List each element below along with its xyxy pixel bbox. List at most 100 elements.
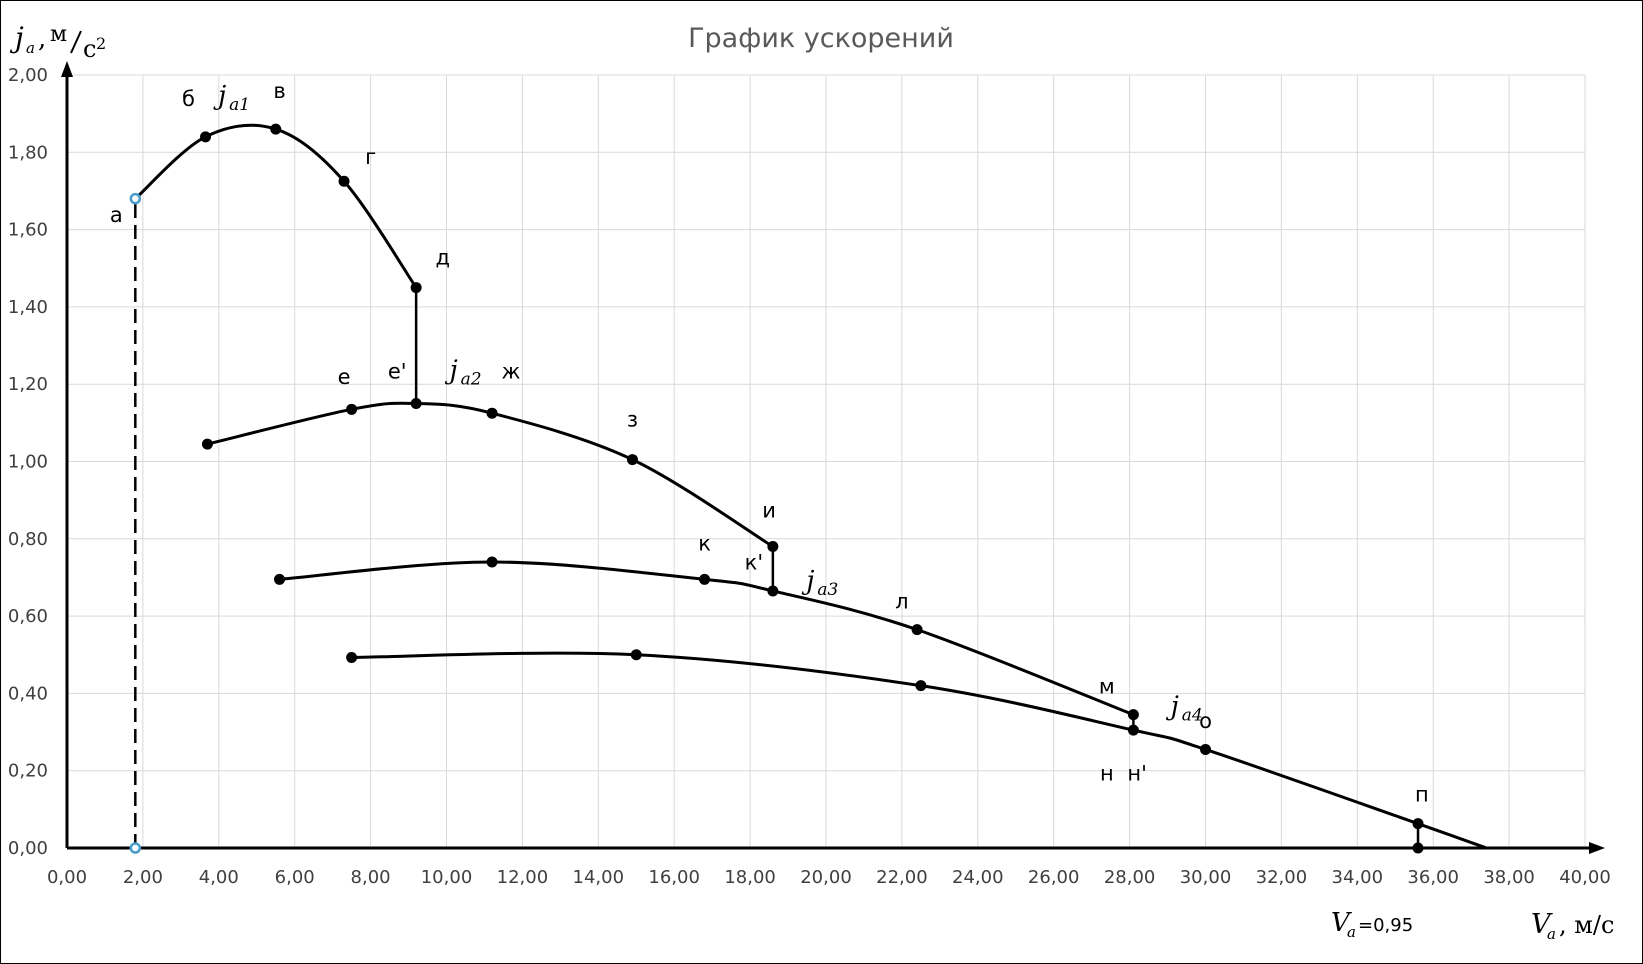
series-label-ja1: j a1 bbox=[213, 81, 250, 115]
x-axis-title: V a , м/с bbox=[1531, 909, 1614, 943]
data-point bbox=[270, 123, 282, 135]
point-label: е' bbox=[388, 359, 407, 383]
x-tick-label: 4,00 bbox=[199, 867, 239, 888]
x-tick-label: 22,00 bbox=[876, 867, 928, 888]
x-tick-label: 20,00 bbox=[800, 867, 852, 888]
data-point bbox=[1412, 842, 1424, 854]
y-tick-label: 1,40 bbox=[8, 297, 48, 318]
x-tick-label: 26,00 bbox=[1028, 867, 1080, 888]
x-axis-title-sub: a bbox=[1547, 925, 1556, 943]
point-label: о bbox=[1199, 709, 1212, 733]
point-label: ж bbox=[502, 359, 521, 383]
data-point bbox=[346, 403, 358, 415]
data-point bbox=[274, 573, 286, 585]
y-axis-title-sub: a bbox=[26, 39, 35, 57]
point-label: г bbox=[365, 145, 376, 169]
series-lines bbox=[134, 123, 1487, 850]
point-label: к bbox=[698, 531, 711, 555]
y-tick-label: 1,20 bbox=[8, 374, 48, 395]
data-point bbox=[486, 556, 498, 568]
data-point bbox=[410, 398, 422, 410]
series-label-sub: a3 bbox=[817, 580, 838, 600]
series-line-ja2 bbox=[207, 401, 774, 548]
data-point bbox=[201, 438, 213, 450]
series-line-ja3 bbox=[279, 560, 1134, 717]
series-label-main: j bbox=[213, 81, 226, 111]
y-axis-unit-slash bbox=[70, 30, 82, 54]
x-tick-label: 32,00 bbox=[1256, 867, 1308, 888]
x-tick-label: 6,00 bbox=[275, 867, 315, 888]
grid bbox=[67, 74, 1586, 848]
data-point bbox=[630, 649, 642, 661]
series-label-sub: a4 bbox=[1182, 706, 1203, 726]
x-tick-label: 14,00 bbox=[573, 867, 625, 888]
point-label: н bbox=[1100, 761, 1114, 785]
series-label-main: j bbox=[1166, 692, 1179, 722]
data-point bbox=[1200, 743, 1211, 755]
series-label-main: j bbox=[801, 566, 814, 596]
x-tick-label: 30,00 bbox=[1180, 867, 1232, 888]
point-label: н' bbox=[1127, 761, 1147, 785]
y-tick-label: 0,20 bbox=[8, 761, 48, 782]
point-label: в bbox=[273, 79, 285, 103]
data-point bbox=[346, 651, 358, 663]
y-axis-unit-num: м bbox=[50, 22, 67, 47]
data-point bbox=[1127, 709, 1139, 721]
data-point bbox=[767, 541, 779, 553]
x-axis-arrow bbox=[1589, 842, 1605, 854]
x-tick-label: 2,00 bbox=[123, 867, 163, 888]
axes: 0,00 2,00 4,00 6,00 8,00 10,00 12,00 14,00 16,00… bbox=[8, 61, 1611, 888]
data-point bbox=[1412, 818, 1424, 830]
svg-text:,: , bbox=[38, 24, 46, 54]
point-label: п bbox=[1415, 783, 1429, 807]
annotation-va: V a =0,95 bbox=[1331, 908, 1413, 941]
y-axis-arrow bbox=[61, 61, 73, 77]
point-label: к' bbox=[745, 551, 763, 575]
point-label: а bbox=[110, 203, 123, 227]
x-tick-label: 24,00 bbox=[952, 867, 1004, 888]
data-point bbox=[410, 282, 422, 294]
data-point bbox=[699, 573, 711, 585]
point-label: д bbox=[435, 245, 450, 269]
y-tick-label: 0,80 bbox=[8, 529, 48, 550]
annotation-main: V bbox=[1331, 908, 1352, 938]
series-label-ja4: j a4 bbox=[1166, 692, 1203, 726]
x-tick-label: 36,00 bbox=[1407, 867, 1459, 888]
y-axis-title: j a , м с 2 bbox=[9, 21, 106, 63]
series-label-ja2: j a2 bbox=[445, 355, 482, 389]
y-tick-label: 0,00 bbox=[8, 838, 48, 859]
point-label: л bbox=[895, 589, 908, 613]
data-point bbox=[911, 624, 923, 636]
x-tick-label: 28,00 bbox=[1104, 867, 1156, 888]
x-tick-label: 18,00 bbox=[724, 867, 776, 888]
x-tick-label: 34,00 bbox=[1332, 867, 1384, 888]
start-point-marker bbox=[129, 192, 142, 205]
x-tick-label: 40,00 bbox=[1559, 867, 1611, 888]
y-axis-unit-den: с bbox=[83, 35, 96, 63]
y-tick-label: 2,00 bbox=[8, 65, 48, 86]
x-tick-label: 16,00 bbox=[648, 867, 700, 888]
x-tick-label: 8,00 bbox=[351, 867, 391, 888]
annotation-text: =0,95 bbox=[1358, 915, 1413, 936]
y-tick-label: 1,80 bbox=[8, 142, 48, 163]
y-axis-unit-exp: 2 bbox=[96, 34, 106, 53]
point-label: м bbox=[1099, 674, 1115, 698]
data-point bbox=[626, 454, 638, 466]
data-point bbox=[1127, 724, 1139, 736]
point-label: з bbox=[627, 408, 638, 432]
transition-lines bbox=[134, 198, 1420, 848]
point-label: е bbox=[338, 365, 351, 389]
y-tick-label: 1,00 bbox=[8, 452, 48, 473]
data-point bbox=[767, 585, 779, 597]
x-tick-label: 10,00 bbox=[421, 867, 473, 888]
point-label: б bbox=[182, 87, 195, 111]
data-point bbox=[200, 131, 212, 143]
annotation-sub: a bbox=[1347, 923, 1356, 941]
chart-title: График ускорений bbox=[688, 23, 954, 54]
data-markers bbox=[129, 123, 1424, 854]
series-label-sub: a1 bbox=[229, 95, 250, 115]
y-tick-label: 0,60 bbox=[8, 606, 48, 627]
